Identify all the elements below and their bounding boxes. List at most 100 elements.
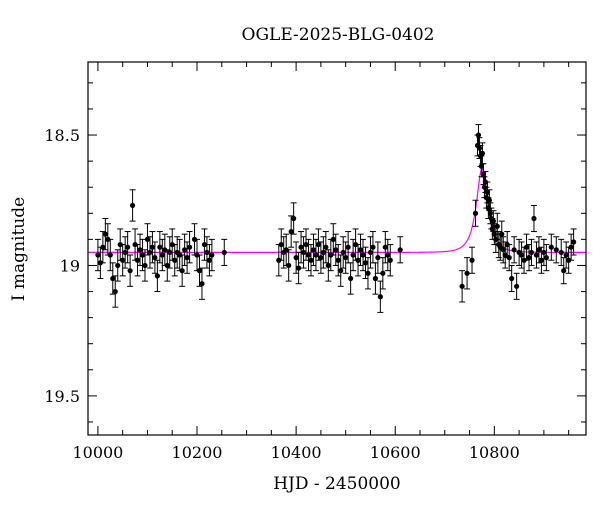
data-point bbox=[382, 231, 389, 264]
data-point-marker bbox=[120, 257, 126, 263]
data-point-marker bbox=[486, 197, 492, 203]
x-tick-label: 10800 bbox=[469, 443, 520, 462]
data-point bbox=[109, 262, 116, 295]
data-point-marker bbox=[464, 270, 470, 276]
data-point-marker bbox=[514, 283, 520, 289]
data-point bbox=[166, 236, 173, 269]
data-point-marker bbox=[291, 215, 297, 222]
data-point bbox=[186, 231, 193, 264]
data-point-marker bbox=[355, 257, 361, 263]
data-point-marker bbox=[323, 244, 329, 250]
data-point bbox=[543, 244, 550, 272]
data-point bbox=[221, 238, 228, 266]
data-point-marker bbox=[459, 283, 465, 289]
data-point-marker bbox=[295, 265, 302, 271]
data-point-marker bbox=[494, 223, 500, 229]
data-point-marker bbox=[298, 244, 304, 250]
data-point-marker bbox=[469, 257, 475, 263]
data-point bbox=[285, 249, 292, 282]
data-point-marker bbox=[536, 247, 542, 253]
data-point-marker bbox=[102, 231, 108, 237]
data-point-marker bbox=[553, 247, 559, 253]
data-point-marker bbox=[184, 255, 190, 261]
data-point-marker bbox=[472, 210, 479, 216]
data-point-marker bbox=[320, 249, 326, 256]
data-point-marker bbox=[357, 247, 364, 253]
data-point-marker bbox=[303, 241, 309, 248]
x-tick-label: 10400 bbox=[271, 443, 322, 462]
y-tick-label: 19.5 bbox=[44, 387, 80, 406]
data-point bbox=[397, 236, 404, 264]
data-points-layer bbox=[94, 124, 577, 313]
data-point-marker bbox=[199, 281, 205, 287]
data-point bbox=[538, 246, 545, 274]
data-point bbox=[498, 220, 505, 248]
data-point-marker bbox=[478, 163, 485, 169]
data-point bbox=[387, 244, 394, 277]
data-point bbox=[528, 238, 535, 266]
data-point-marker bbox=[333, 247, 339, 253]
data-point-marker bbox=[313, 252, 319, 258]
data-point-marker bbox=[397, 247, 403, 253]
data-point-marker bbox=[167, 249, 173, 256]
data-point bbox=[523, 233, 530, 261]
data-point-marker bbox=[480, 171, 487, 177]
y-tick-labels: 18.5 19 19.5 bbox=[44, 126, 80, 406]
data-point-marker bbox=[476, 145, 483, 151]
chart-title: OGLE-2025-BLG-0402 bbox=[242, 25, 435, 45]
data-point-marker bbox=[479, 150, 486, 156]
data-point-marker bbox=[154, 273, 160, 279]
data-point-marker bbox=[318, 255, 324, 261]
data-point-marker bbox=[360, 252, 366, 258]
data-point bbox=[127, 254, 134, 287]
data-point-marker bbox=[149, 244, 156, 250]
data-point-marker bbox=[110, 275, 116, 282]
data-point-marker bbox=[278, 241, 284, 248]
data-point-marker bbox=[144, 236, 151, 242]
data-point-marker bbox=[571, 239, 577, 245]
data-point-marker bbox=[100, 244, 106, 250]
data-point-marker bbox=[499, 231, 505, 237]
data-point-marker bbox=[300, 249, 307, 256]
y-axis-label: I magnitude bbox=[9, 197, 29, 301]
data-point-marker bbox=[490, 218, 496, 224]
data-point-marker bbox=[338, 268, 344, 274]
data-point bbox=[156, 231, 163, 264]
data-point-marker bbox=[112, 288, 118, 295]
data-point bbox=[526, 244, 533, 272]
data-point-marker bbox=[345, 244, 351, 250]
data-point-marker bbox=[159, 252, 165, 258]
data-point-marker bbox=[147, 249, 153, 256]
x-tick-label: 10600 bbox=[370, 443, 421, 462]
data-point bbox=[530, 204, 537, 233]
axis-ticks-layer bbox=[88, 62, 586, 435]
data-point-marker bbox=[201, 241, 208, 248]
data-point-marker bbox=[107, 252, 113, 258]
data-point bbox=[372, 262, 379, 295]
x-tick-label: 10000 bbox=[72, 443, 123, 462]
data-point-marker bbox=[196, 268, 203, 274]
data-point-marker bbox=[137, 247, 143, 253]
data-point-marker bbox=[563, 252, 569, 258]
data-point-marker bbox=[186, 244, 193, 250]
data-point-marker bbox=[348, 275, 354, 282]
data-point-marker bbox=[543, 255, 549, 261]
data-point bbox=[508, 264, 515, 293]
data-point-marker bbox=[308, 257, 314, 263]
data-point bbox=[369, 231, 376, 264]
data-point bbox=[548, 233, 555, 261]
data-point bbox=[300, 236, 307, 269]
data-point bbox=[570, 228, 577, 256]
data-point-marker bbox=[310, 247, 317, 253]
data-point-marker bbox=[335, 257, 341, 263]
y-tick-label: 18.5 bbox=[44, 126, 80, 145]
data-point-marker bbox=[340, 249, 346, 256]
data-point-marker bbox=[523, 244, 530, 250]
data-point-marker bbox=[305, 252, 312, 258]
data-point-marker bbox=[526, 255, 532, 261]
data-point-marker bbox=[487, 210, 493, 216]
data-point-marker bbox=[286, 262, 292, 269]
data-point bbox=[475, 124, 482, 146]
data-point bbox=[568, 233, 575, 261]
data-point-marker bbox=[362, 260, 369, 266]
